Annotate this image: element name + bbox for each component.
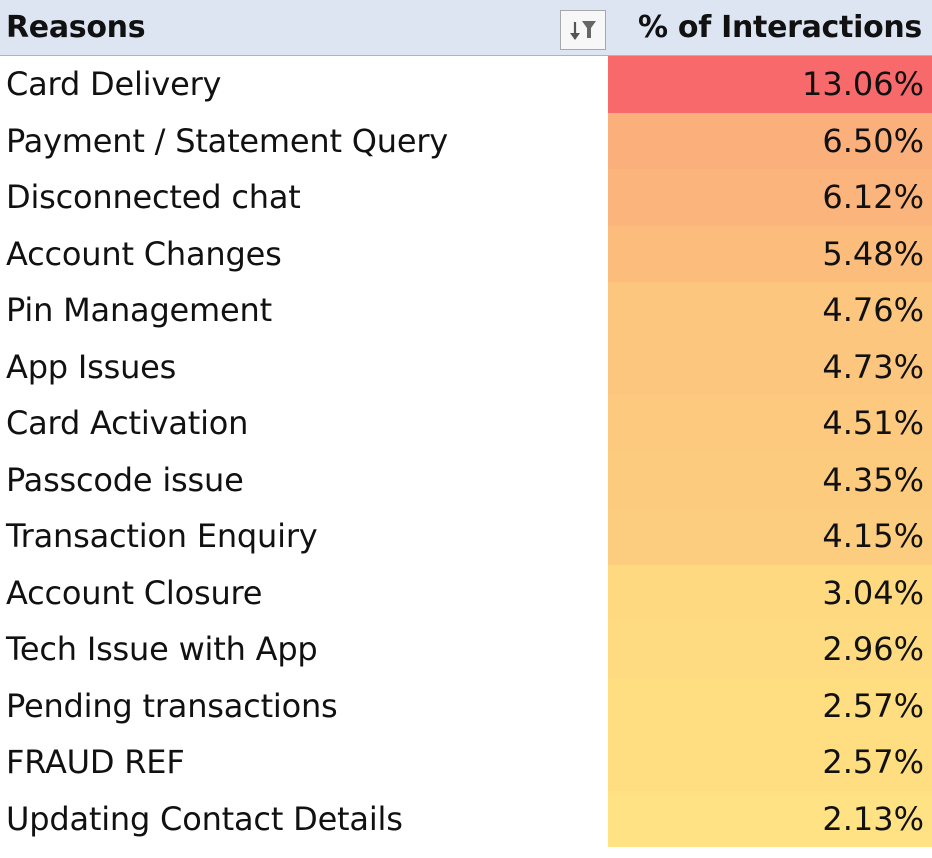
reason-cell[interactable]: Payment / Statement Query: [6, 121, 449, 160]
interactions-percent-cell[interactable]: 3.04%: [608, 564, 932, 621]
interactions-percent-cell[interactable]: 4.51%: [608, 395, 932, 452]
table-row: Pin Management 4.76%: [0, 282, 932, 339]
table-row: Account Closure 3.04%: [0, 564, 932, 621]
table-body: Card Delivery 13.06% Payment / Statement Q…: [0, 56, 932, 847]
table-row: Disconnected chat 6.12%: [0, 169, 932, 226]
reason-cell[interactable]: Pin Management: [6, 291, 272, 330]
sort-filter-button[interactable]: [560, 10, 606, 50]
reason-cell[interactable]: Account Changes: [6, 234, 282, 273]
table-row: FRAUD REF 2.57%: [0, 734, 932, 791]
table-row: Updating Contact Details 2.13%: [0, 790, 932, 847]
reason-cell[interactable]: Card Delivery: [6, 65, 222, 104]
reason-cell[interactable]: Account Closure: [6, 573, 263, 612]
interactions-percent-cell[interactable]: 4.76%: [608, 282, 932, 339]
interactions-percent-cell[interactable]: 4.15%: [608, 508, 932, 565]
table-row: Pending transactions 2.57%: [0, 677, 932, 734]
reasons-header-label: Reasons: [6, 10, 146, 45]
table-header: Reasons % of Interactions: [0, 0, 932, 56]
table-row: Account Changes 5.48%: [0, 225, 932, 282]
interactions-percent-cell[interactable]: 2.57%: [608, 734, 932, 791]
interactions-percent-cell[interactable]: 4.73%: [608, 338, 932, 395]
table-row: Tech Issue with App 2.96%: [0, 621, 932, 678]
interactions-percent-cell[interactable]: 6.12%: [608, 169, 932, 226]
sort-filter-icon: [570, 21, 596, 40]
table-row: Transaction Enquiry 4.15%: [0, 508, 932, 565]
table-row: App Issues 4.73%: [0, 338, 932, 395]
table-row: Card Activation 4.51%: [0, 395, 932, 452]
reason-cell[interactable]: Transaction Enquiry: [6, 517, 318, 556]
table-row: Payment / Statement Query 6.50%: [0, 112, 932, 169]
interactions-percent-cell[interactable]: 2.13%: [608, 790, 932, 847]
table-row: Card Delivery 13.06%: [0, 56, 932, 113]
interactions-percent-cell[interactable]: 6.50%: [608, 112, 932, 169]
reason-cell[interactable]: Passcode issue: [6, 460, 244, 499]
interactions-column-header[interactable]: % of Interactions: [638, 10, 922, 45]
reason-cell[interactable]: Card Activation: [6, 404, 249, 443]
interactions-percent-cell[interactable]: 13.06%: [608, 56, 932, 113]
interactions-percent-cell[interactable]: 2.57%: [608, 677, 932, 734]
reason-cell[interactable]: Tech Issue with App: [6, 630, 318, 669]
interactions-percent-cell[interactable]: 5.48%: [608, 225, 932, 282]
reason-cell[interactable]: FRAUD REF: [6, 743, 185, 782]
interactions-percent-cell[interactable]: 2.96%: [608, 621, 932, 678]
interactions-percent-cell[interactable]: 4.35%: [608, 451, 932, 508]
reasons-column-header[interactable]: Reasons: [0, 0, 608, 55]
reason-cell[interactable]: App Issues: [6, 347, 177, 386]
reason-cell[interactable]: Updating Contact Details: [6, 799, 403, 838]
reason-cell[interactable]: Disconnected chat: [6, 178, 301, 217]
reason-cell[interactable]: Pending transactions: [6, 686, 338, 725]
table-row: Passcode issue 4.35%: [0, 451, 932, 508]
